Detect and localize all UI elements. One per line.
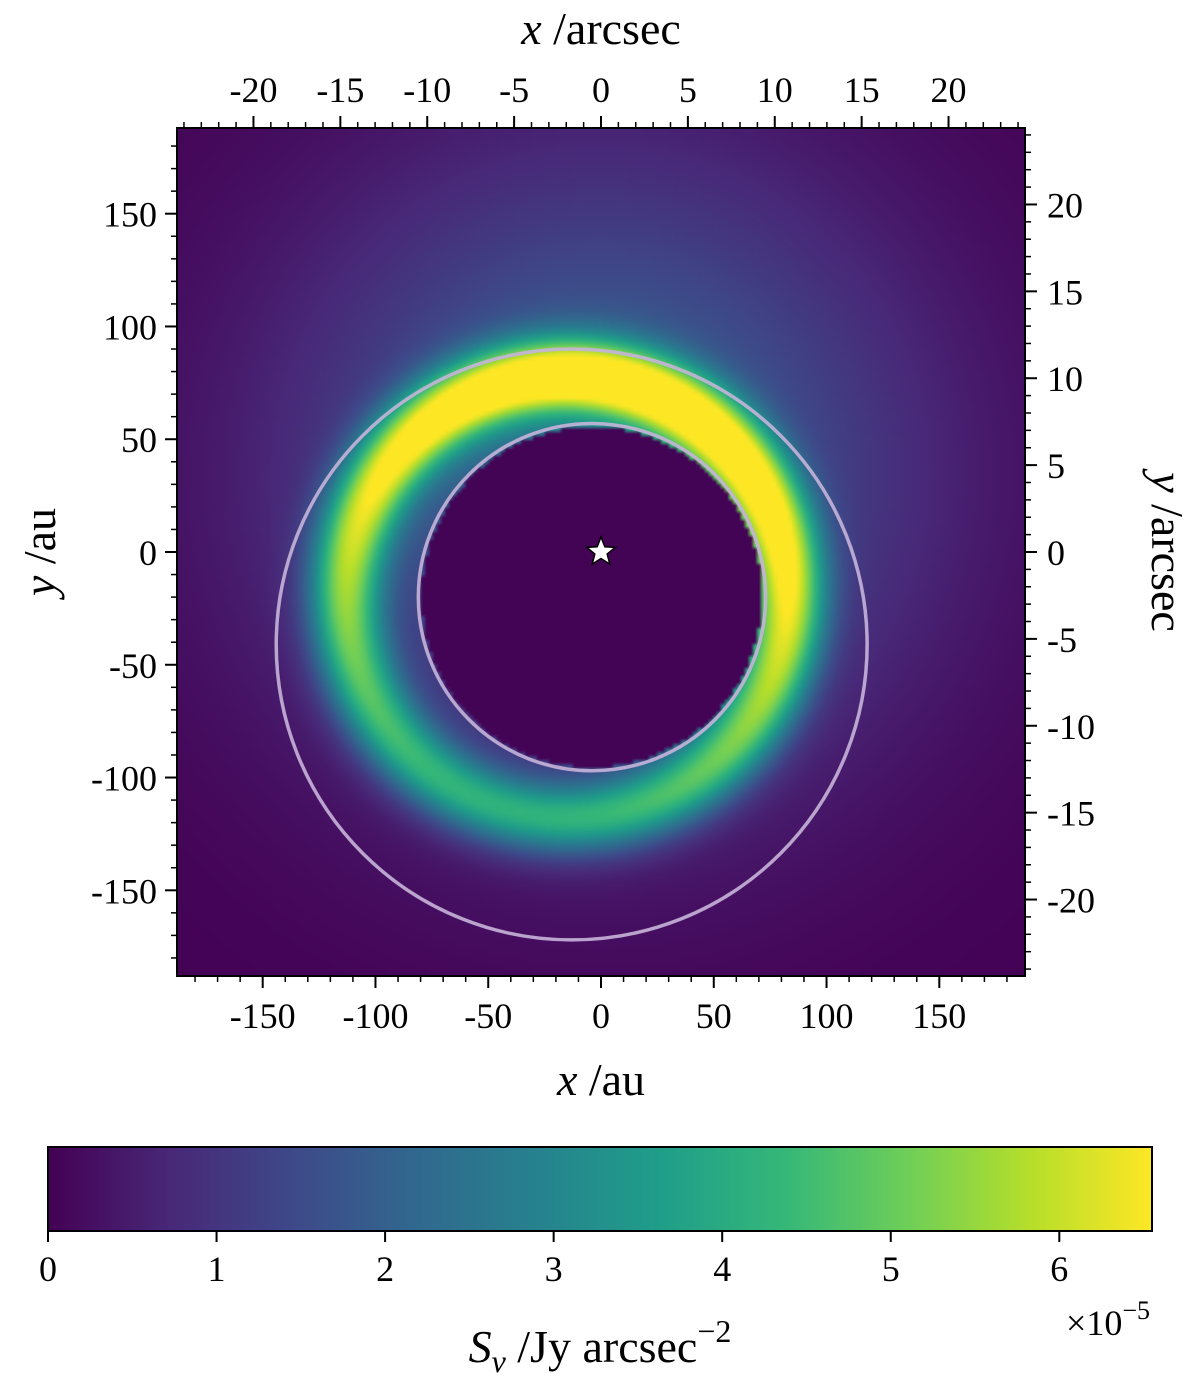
colorbar-title-unit: /Jy arcsec — [506, 1321, 698, 1372]
right-tick-label: 15 — [1047, 272, 1083, 312]
colorbar-multiplier-exp: −5 — [1122, 1296, 1150, 1325]
bottom-axis-title-var: x — [556, 1054, 578, 1105]
right-tick-label: 5 — [1047, 446, 1065, 486]
bottom-axis-title-unit: /au — [577, 1054, 645, 1105]
colorbar-title-sub: ν — [492, 1343, 507, 1376]
top-axis-ticks: -20 -15 -10 -5 0 5 10 15 20 — [183, 70, 1019, 128]
colorbar-tick-label: 4 — [713, 1249, 731, 1289]
contour-layer — [274, 347, 869, 942]
colorbar-title-var: S — [469, 1321, 492, 1372]
right-axis-title-var: y — [1142, 468, 1193, 493]
bottom-tick-label: 150 — [912, 996, 966, 1036]
left-axis-title: y /au — [14, 508, 65, 600]
left-tick-label: -50 — [109, 646, 157, 686]
top-tick-label: 10 — [757, 70, 793, 110]
left-tick-label: 50 — [121, 420, 157, 460]
bottom-tick-label: 0 — [592, 996, 610, 1036]
right-tick-label: -5 — [1047, 620, 1077, 660]
contour-inner — [416, 421, 768, 773]
left-axis-ticks: -150 -100 -50 0 50 100 150 — [91, 145, 177, 959]
bottom-tick-label: 50 — [696, 996, 732, 1036]
bottom-tick-label: -150 — [230, 996, 296, 1036]
colorbar-title-exp: −2 — [697, 1313, 731, 1349]
top-tick-label: -5 — [499, 70, 529, 110]
top-tick-label: 15 — [844, 70, 880, 110]
left-tick-label: 150 — [103, 195, 157, 235]
right-tick-label: -20 — [1047, 881, 1095, 921]
top-tick-label: -10 — [403, 70, 451, 110]
star-layer — [584, 534, 618, 566]
top-axis-title-unit: /arcsec — [542, 3, 681, 54]
left-axis-title-var: y — [14, 575, 65, 600]
top-tick-label: -15 — [316, 70, 364, 110]
left-tick-label: 0 — [139, 533, 157, 573]
right-axis-title-unit: /arcsec — [1142, 493, 1193, 632]
colorbar-multiplier-base: ×10 — [1066, 1303, 1122, 1343]
top-tick-label: -20 — [229, 70, 277, 110]
top-axis-title: x /arcsec — [520, 3, 681, 54]
colorbar-gradient — [47, 1146, 1153, 1232]
bottom-tick-label: 100 — [800, 996, 854, 1036]
right-tick-label: 20 — [1047, 185, 1083, 225]
colorbar-ticks: 0 1 2 3 4 5 6 — [39, 1231, 1068, 1289]
colorbar-tick-label: 6 — [1050, 1249, 1068, 1289]
top-tick-label: 0 — [592, 70, 610, 110]
left-tick-label: 100 — [103, 307, 157, 347]
colorbar-tick-label: 1 — [208, 1249, 226, 1289]
colorbar-tick-label: 0 — [39, 1249, 57, 1289]
colorbar-title: Sν /Jy arcsec−2 — [469, 1313, 732, 1376]
contour-outer — [274, 347, 869, 942]
bottom-tick-label: -100 — [342, 996, 408, 1036]
colorbar-tick-label: 3 — [545, 1249, 563, 1289]
top-axis-title-var: x — [520, 3, 542, 54]
right-tick-label: -15 — [1047, 794, 1095, 834]
top-tick-label: 20 — [931, 70, 967, 110]
bottom-axis-title: x /au — [556, 1054, 645, 1105]
right-tick-label: 10 — [1047, 359, 1083, 399]
colorbar-tick-label: 5 — [882, 1249, 900, 1289]
colorbar-multiplier: ×10−5 — [1066, 1296, 1150, 1343]
right-axis-title: y /arcsec — [1142, 468, 1193, 632]
colorbar: 0 1 2 3 4 5 6 ×10−5 Sν /Jy arcsec−2 — [39, 1146, 1153, 1376]
top-tick-label: 5 — [679, 70, 697, 110]
colorbar-tick-label: 2 — [376, 1249, 394, 1289]
left-tick-label: -150 — [91, 871, 157, 911]
bottom-axis-ticks: -150 -100 -50 0 50 100 150 — [194, 976, 1008, 1036]
right-axis-ticks: -20 -15 -10 -5 0 5 10 15 20 — [1025, 134, 1095, 970]
left-tick-label: -100 — [91, 759, 157, 799]
bottom-tick-label: -50 — [464, 996, 512, 1036]
right-tick-label: 0 — [1047, 533, 1065, 573]
star-marker — [584, 534, 618, 566]
right-tick-label: -10 — [1047, 707, 1095, 747]
left-axis-title-unit: /au — [14, 508, 65, 576]
